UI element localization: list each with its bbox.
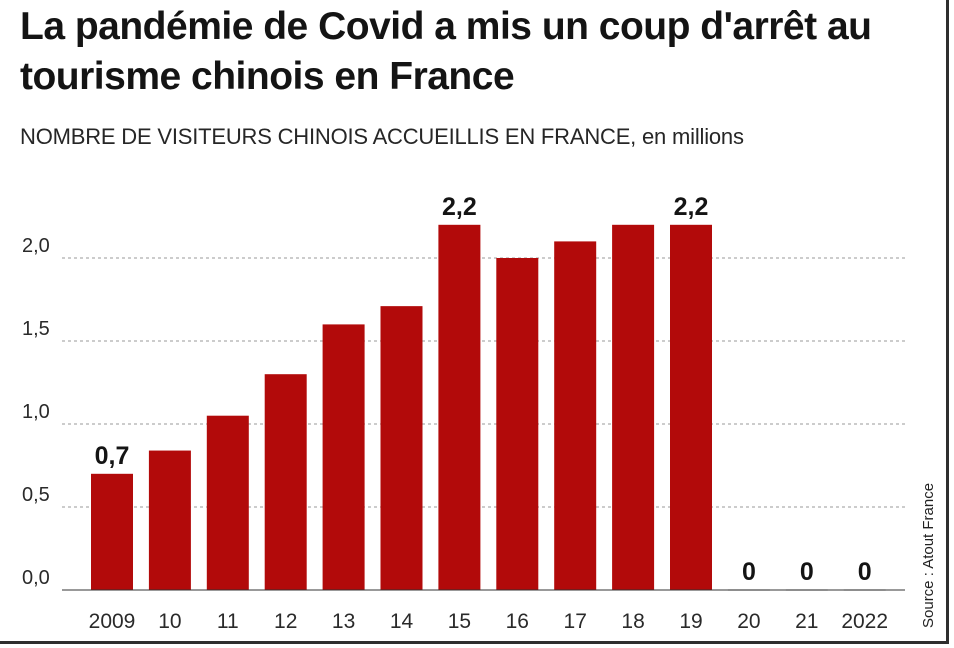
x-tick-label: 14 [390, 610, 414, 633]
x-tick-label: 20 [737, 610, 760, 633]
x-tick-label: 16 [506, 610, 529, 633]
y-tick-label: 0,0 [22, 567, 50, 589]
bar [264, 374, 307, 590]
bar [496, 258, 539, 590]
x-tick-label: 10 [158, 610, 181, 633]
data-label: 0 [800, 558, 814, 586]
x-tick-label: 13 [332, 610, 355, 633]
x-tick-label: 12 [274, 610, 297, 633]
x-tick-label: 19 [679, 610, 702, 633]
bar [380, 306, 423, 590]
bar [670, 224, 712, 591]
bar [148, 450, 191, 590]
x-tick-label: 21 [795, 610, 818, 633]
data-label: 0 [742, 558, 756, 586]
bar [322, 324, 365, 590]
x-tick-label: 2009 [89, 610, 136, 633]
bar [438, 224, 481, 591]
x-tick-label: 2022 [841, 610, 888, 633]
data-label: 2,2 [674, 193, 709, 221]
x-tick-label: 17 [564, 610, 587, 633]
chart-subtitle: NOMBRE DE VISITEURS CHINOIS ACCUEILLIS E… [20, 124, 744, 150]
data-label: 0 [858, 558, 872, 586]
y-tick-label: 1,5 [22, 318, 50, 340]
x-tick-label: 15 [448, 610, 471, 633]
bar [554, 241, 597, 590]
subtitle-main: NOMBRE DE VISITEURS CHINOIS ACCUEILLIS E… [20, 124, 637, 149]
x-tick-label: 18 [621, 610, 644, 633]
y-tick-label: 0,5 [22, 484, 50, 506]
bar [206, 415, 249, 590]
bar [612, 224, 655, 591]
y-tick-label: 1,0 [22, 401, 50, 423]
x-tick-label: 11 [217, 610, 239, 633]
bar [91, 473, 133, 590]
chart-title: La pandémie de Covid a mis un coup d'arr… [20, 5, 872, 98]
data-label: 0,7 [95, 442, 130, 470]
subtitle-unit: en millions [642, 124, 744, 149]
data-label: 2,2 [442, 193, 477, 221]
y-tick-label: 2,0 [22, 235, 50, 257]
